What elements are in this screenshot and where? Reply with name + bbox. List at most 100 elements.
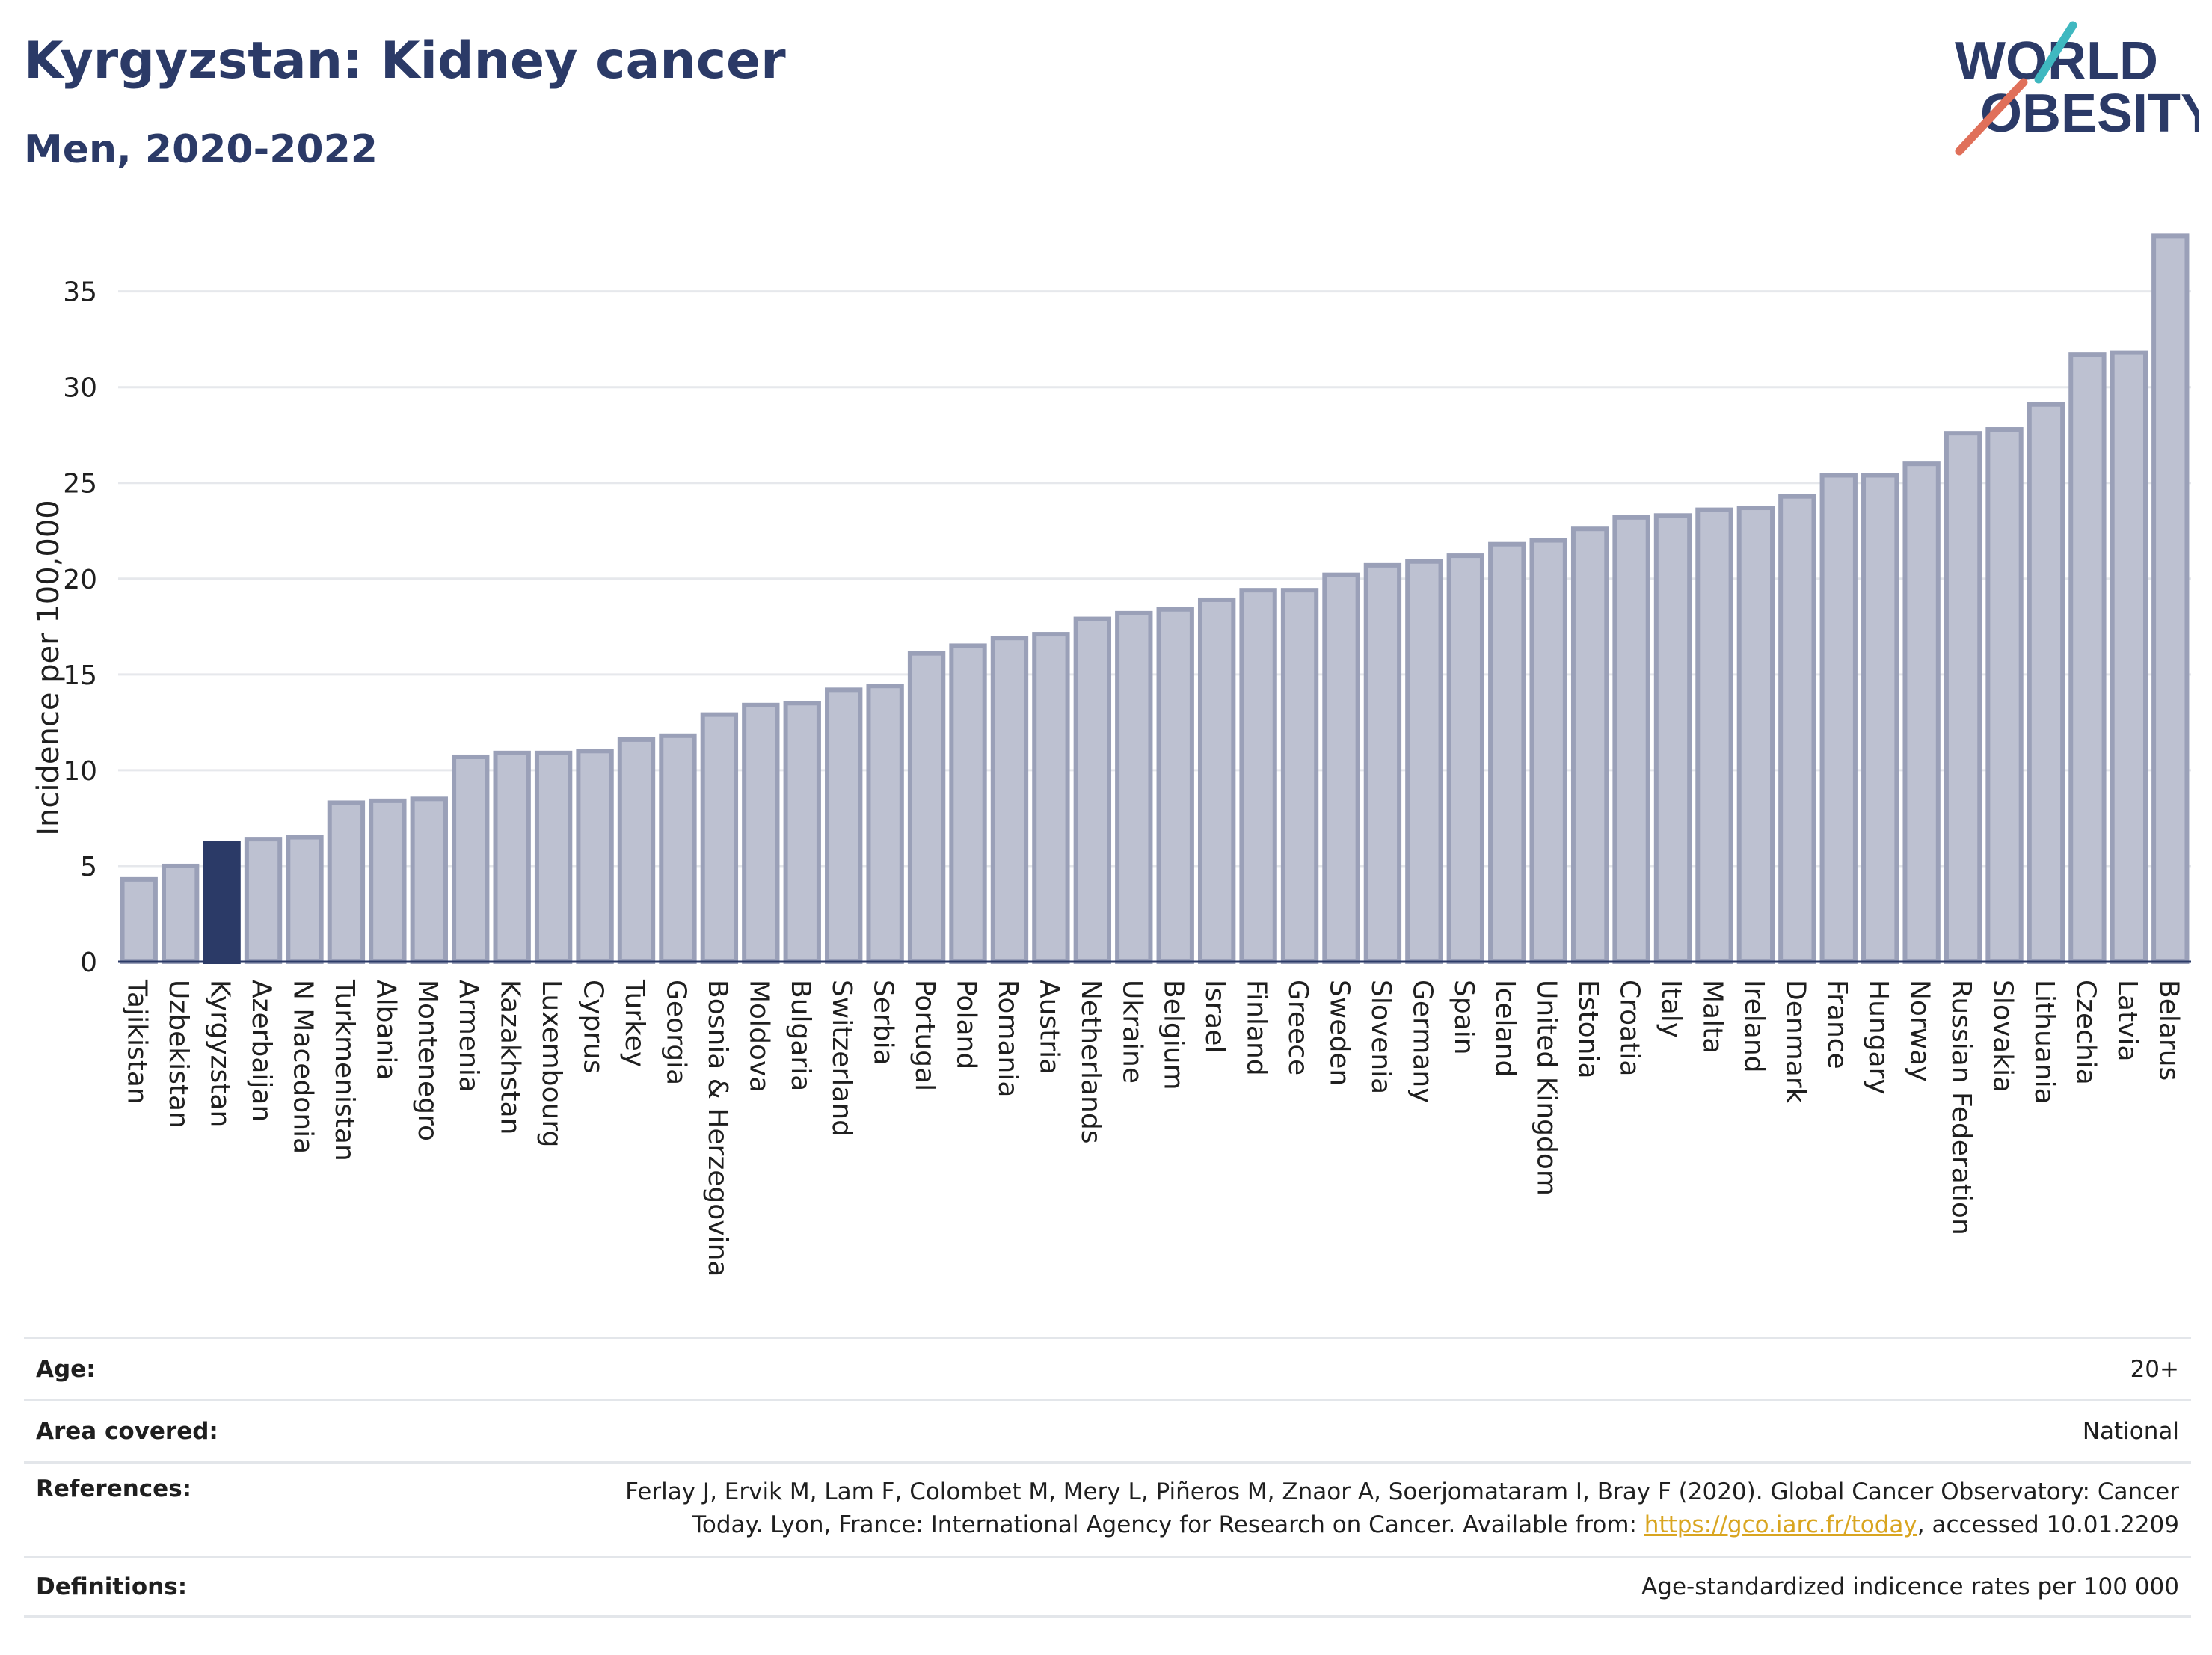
bar-cyprus (576, 749, 614, 964)
logo-word-world: WORLD (1955, 31, 2158, 91)
x-tick-label: Spain (1448, 980, 1479, 1055)
x-tick-label: Moldova (743, 980, 774, 1093)
x-tick-label: Uzbekistan (163, 980, 194, 1129)
area-value: National (2082, 1418, 2179, 1445)
age-row: Age: 20+ (24, 1337, 2191, 1399)
bar-greece (1280, 588, 1319, 964)
bar-france (1819, 473, 1858, 964)
bar-tajikistan (120, 876, 158, 965)
x-tick-label: Kazakhstan (495, 980, 526, 1134)
x-tick-label: Armenia (453, 980, 484, 1093)
x-tick-label: Poland (951, 980, 982, 1069)
bar-uzbekistan (161, 863, 200, 964)
bar-belgium (1156, 607, 1194, 965)
x-tick-label: Austria (1033, 980, 1064, 1075)
x-tick-label: Denmark (1780, 980, 1810, 1104)
references-label: References: (36, 1476, 192, 1502)
bar-chart: 0 5 10 15 20 25 30 35 Tajikistan Uzbekistan Kyrgy… (31, 233, 2191, 1277)
bar-n-macedonia (286, 835, 324, 964)
x-tick-label: Tajikistan (122, 979, 153, 1105)
x-tick-label: Estonia (1573, 980, 1603, 1079)
x-tick-label: Hungary (1863, 980, 1893, 1095)
y-tick-label: 0 (80, 948, 97, 978)
x-tick-label: Czechia (2070, 980, 2101, 1085)
logo-slash-coral (1955, 78, 2028, 156)
bar-ukraine (1115, 610, 1153, 965)
bar-montenegro (410, 796, 448, 964)
x-tick-label: Slovakia (1988, 980, 2018, 1093)
x-tick-label: Switzerland (826, 980, 857, 1137)
bar-serbia (866, 684, 904, 964)
bar-turkmenistan (327, 800, 366, 964)
bar-switzerland (825, 687, 863, 964)
bar-sweden (1322, 572, 1360, 964)
x-tick-label: Russian Federation (1946, 980, 1976, 1235)
bar-ireland (1736, 506, 1775, 964)
area-row: Area covered: National (24, 1399, 2191, 1461)
bar-estonia (1570, 526, 1609, 964)
x-tick-label: Belgium (1158, 980, 1189, 1090)
x-tick-label: Cyprus (578, 980, 609, 1074)
bar-kazakhstan (493, 750, 531, 964)
x-tick-label: Romania (992, 980, 1023, 1097)
x-tick-label: Latvia (2112, 980, 2142, 1062)
bar-lithuania (2027, 402, 2065, 964)
bar-russian-federation (1944, 431, 1982, 964)
x-tick-label: Greece (1282, 980, 1313, 1075)
logo-slash-teal (2034, 21, 2077, 84)
x-tick-label: Bulgaria (785, 980, 816, 1091)
x-tick-label: Germany (1407, 980, 1437, 1103)
x-tick-label: Lithuania (2029, 980, 2059, 1105)
bar-czechia (2068, 352, 2107, 964)
y-tick-label: 15 (63, 660, 97, 691)
x-tick-label: Luxembourg (536, 980, 567, 1147)
definitions-label: Definitions: (36, 1573, 188, 1600)
bar-united-kingdom (1529, 538, 1567, 964)
bar-slovakia (1985, 427, 2024, 964)
bar-croatia (1612, 515, 1650, 964)
y-tick-label: 35 (63, 277, 97, 308)
x-tick-label: Georgia (660, 980, 691, 1085)
x-tick-label: Azerbaijan (246, 980, 277, 1122)
x-tick-label: Croatia (1615, 980, 1645, 1076)
bar-denmark (1778, 494, 1816, 964)
bar-latvia (2110, 350, 2148, 964)
references-text-part2: , accessed 10.01.2209 (1917, 1511, 2179, 1538)
x-tick-label: Finland (1241, 980, 1272, 1076)
bar-iceland (1488, 541, 1526, 964)
x-tick-label: Belarus (2153, 980, 2184, 1081)
bar-luxembourg (534, 750, 573, 964)
x-tick-label: Italy (1656, 980, 1686, 1038)
y-tick-label: 5 (80, 852, 97, 882)
area-label: Area covered: (36, 1418, 218, 1445)
x-tick-label: Albania (370, 980, 401, 1080)
x-tick-label: Iceland (1490, 980, 1520, 1077)
x-tick-label: Slovenia (1365, 980, 1396, 1094)
x-tick-label: Turkmenistan (329, 979, 360, 1161)
bars (120, 233, 2190, 965)
y-tick-label: 30 (63, 373, 97, 404)
x-tick-label: Sweden (1324, 980, 1354, 1086)
references-link[interactable]: https://gco.iarc.fr/today (1644, 1511, 1917, 1538)
x-tick-label: United Kingdom (1531, 980, 1562, 1196)
x-tick-label: Norway (1905, 980, 1935, 1082)
bar-kyrgyzstan (203, 841, 241, 964)
bar-armenia (452, 754, 490, 964)
x-tick-label: Kyrgyzstan (205, 980, 236, 1127)
bar-poland (949, 643, 987, 965)
y-tick-label: 25 (63, 469, 97, 500)
bar-azerbaijan (244, 837, 283, 964)
bar-finland (1239, 588, 1277, 964)
x-tick-label: France (1822, 980, 1852, 1069)
y-tick-label: 20 (63, 565, 97, 595)
bar-albania (369, 798, 407, 964)
bar-italy (1653, 513, 1692, 964)
bar-moldova (742, 702, 780, 965)
bar-bulgaria (783, 701, 821, 965)
chart-subtitle: Men, 2020-2022 (24, 127, 378, 172)
y-axis-title: Incidence per 100,000 (31, 500, 66, 836)
definitions-value: Age-standardized indicence rates per 100… (1641, 1573, 2179, 1600)
bar-hungary (1861, 473, 1899, 964)
world-obesity-logo: WORLD OBESITY (1955, 21, 2199, 156)
x-tick-label: N Macedonia (287, 980, 318, 1154)
